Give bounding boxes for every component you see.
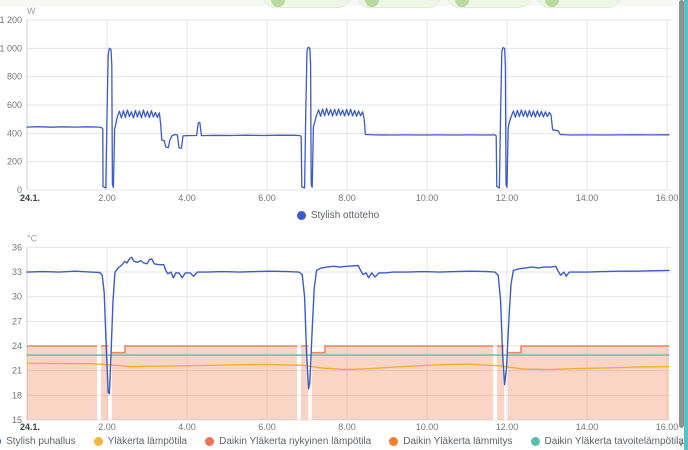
legend-series-dot [389, 436, 399, 446]
svg-text:4.00: 4.00 [178, 422, 196, 432]
svg-text:18: 18 [12, 390, 22, 400]
legend-series-dot [296, 210, 306, 220]
legend-series-dot [0, 436, 2, 446]
scrollbar-track[interactable] [684, 0, 688, 450]
legend-series-label: Daikin Yläkerta nykyinen lämpötila [219, 435, 372, 447]
pill-status-dot [455, 0, 469, 7]
legend-series-dot [93, 436, 103, 446]
svg-text:21: 21 [12, 366, 22, 376]
svg-text:1 000: 1 000 [0, 43, 22, 53]
svg-text:6.00: 6.00 [258, 422, 276, 432]
svg-text:30: 30 [12, 292, 22, 302]
legend-series-label: Daikin Yläkerta lämmitys [403, 435, 513, 447]
svg-text:2.00: 2.00 [98, 422, 116, 432]
power-chart-legend: Stylish ottoteho [0, 207, 676, 223]
svg-text:400: 400 [7, 128, 22, 138]
svg-text:1 200: 1 200 [0, 15, 22, 25]
svg-text:4.00: 4.00 [178, 193, 196, 203]
svg-text:16.00: 16.00 [656, 422, 679, 432]
legend-series-label: Stylish ottoteho [310, 209, 380, 221]
legend-series-label: Stylish puhallus [6, 435, 76, 447]
entity-filter-pills [0, 0, 688, 9]
svg-text:12.00: 12.00 [496, 193, 519, 203]
svg-text:6.00: 6.00 [258, 193, 276, 203]
legend-series-dot [205, 436, 215, 446]
svg-text:14.00: 14.00 [576, 193, 599, 203]
charts-card [0, 6, 676, 450]
pill-status-dot [271, 0, 285, 7]
temperature-chart[interactable]: 15 18 21 24 27 30 33 36 2.00 4.00 6.00 8.00 10.00 12.… [0, 228, 679, 434]
svg-text:27: 27 [12, 316, 22, 326]
svg-text:8.00: 8.00 [338, 422, 356, 432]
svg-text:°C: °C [27, 233, 38, 243]
legend-item[interactable]: Daikin Yläkerta lämmitys [389, 435, 513, 447]
svg-text:10.00: 10.00 [416, 422, 439, 432]
svg-text:33: 33 [12, 267, 22, 277]
pill-status-dot [545, 0, 559, 7]
pill-status-dot [365, 0, 379, 7]
power-chart[interactable]: 0 200 400 600 800 1 000 1 200 2.00 4.00 6.00 8.00 1… [0, 0, 679, 206]
scrollbar-thumb[interactable] [679, 0, 684, 428]
svg-text:15: 15 [12, 415, 22, 425]
svg-text:0: 0 [17, 185, 22, 195]
svg-text:2.00: 2.00 [98, 193, 116, 203]
legend-item[interactable]: Stylish ottoteho [296, 209, 380, 221]
legend-series-label: Yläkerta lämpötila [107, 435, 188, 447]
legend-item[interactable]: Daikin Yläkerta tavoitelämpötila [530, 435, 684, 447]
svg-text:24: 24 [12, 341, 22, 351]
scroll-down-arrow-icon[interactable]: ▾ [678, 439, 684, 449]
svg-text:24.1.: 24.1. [20, 422, 40, 432]
legend-item[interactable]: Yläkerta lämpötila [93, 435, 188, 447]
temperature-chart-legend: Stylish puhallus Yläkerta lämpötila Daikin… [0, 434, 684, 448]
svg-text:600: 600 [7, 100, 22, 110]
svg-text:10.00: 10.00 [416, 193, 439, 203]
svg-text:12.00: 12.00 [496, 422, 519, 432]
legend-series-label: Daikin Yläkerta tavoitelämpötila [544, 435, 684, 447]
svg-text:800: 800 [7, 72, 22, 82]
legend-item[interactable]: Stylish puhallus [0, 436, 76, 447]
svg-text:24.1.: 24.1. [20, 193, 40, 203]
svg-text:200: 200 [7, 157, 22, 167]
svg-text:14.00: 14.00 [576, 422, 599, 432]
svg-text:W: W [27, 6, 36, 16]
svg-text:16.00: 16.00 [656, 193, 679, 203]
legend-series-dot [530, 436, 540, 446]
svg-text:8.00: 8.00 [338, 193, 356, 203]
legend-item[interactable]: Daikin Yläkerta nykyinen lämpötila [205, 436, 371, 447]
svg-text:36: 36 [12, 242, 22, 252]
